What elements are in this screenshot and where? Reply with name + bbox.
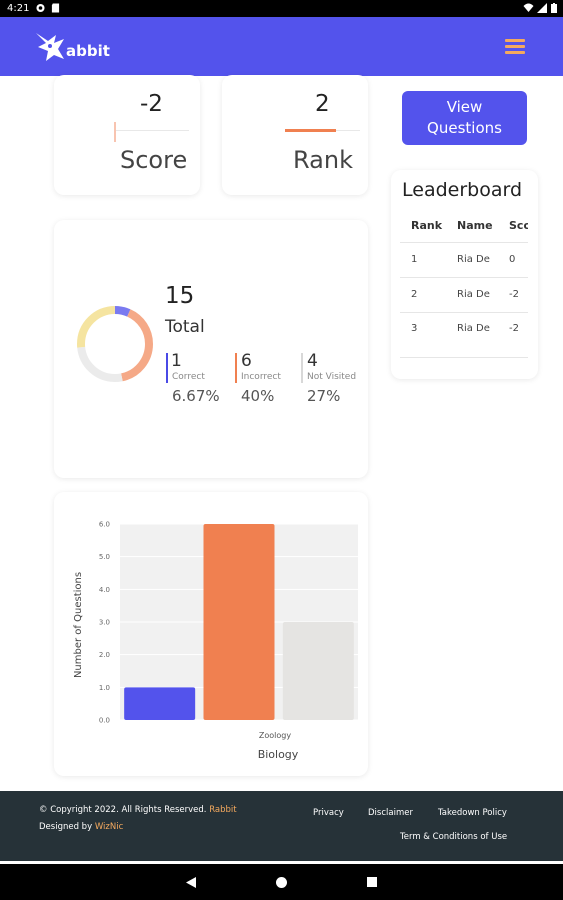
leaderboard-title: Leaderboard <box>402 179 523 201</box>
wifi-icon <box>523 3 534 12</box>
incorrect-count: 6 <box>241 351 252 371</box>
y-tick-label: 3.0 <box>99 619 110 627</box>
not-visited-percent: 27% <box>307 387 341 405</box>
bar-incorrect <box>203 524 275 720</box>
incorrect-percent: 40% <box>241 387 275 405</box>
leaderboard-row-1-score: 0 <box>509 254 516 265</box>
rank-value: 2 <box>315 91 330 117</box>
leaderboard-row-3-score: -2 <box>509 323 519 334</box>
y-tick-label: 6.0 <box>99 521 110 529</box>
correct-color-bar <box>166 353 168 383</box>
total-label: Total <box>165 317 205 337</box>
correct-percent: 6.67% <box>172 387 220 405</box>
leaderboard-row-1-rank: 1 <box>411 254 418 265</box>
correct-label: Correct <box>172 372 205 382</box>
footer-link-terms[interactable]: Term & Conditions of Use <box>400 832 508 842</box>
footer-copyright: © Copyright 2022. All Rights Reserved. R… <box>39 805 237 815</box>
battery-icon <box>551 3 557 13</box>
incorrect-label: Incorrect <box>241 372 281 382</box>
site-footer: © Copyright 2022. All Rights Reserved. R… <box>0 791 563 861</box>
signal-icon <box>537 3 547 13</box>
leaderboard-header-rank: Rank <box>411 219 443 232</box>
x-axis-label: Biology <box>258 748 299 761</box>
leaderboard-divider <box>400 277 528 278</box>
y-tick-label: 1.0 <box>99 684 110 692</box>
donut-segment-incorrect <box>77 306 153 382</box>
leaderboard-header-name: Name <box>457 219 493 232</box>
footer-designed: Designed by WizNic <box>39 822 123 832</box>
home-icon[interactable] <box>276 877 287 888</box>
rabbit-logo-icon[interactable] <box>34 29 114 65</box>
leaderboard-row-2-name: Ria De <box>457 289 490 300</box>
leaderboard-divider <box>400 242 528 243</box>
rank-label: Rank <box>293 146 353 174</box>
recents-icon[interactable] <box>367 877 377 887</box>
incorrect-color-bar <box>235 353 237 383</box>
leaderboard-table: Rank Name Sco 1 Ria De 0 2 Ria De -2 3 R… <box>400 212 528 362</box>
summary-donut-chart <box>77 306 153 382</box>
leaderboard-row-3-name: Ria De <box>457 323 490 334</box>
footer-copyright-text: © Copyright 2022. All Rights Reserved. <box>39 805 207 815</box>
rank-card <box>222 75 368 195</box>
rank-indicator-fill <box>285 129 336 132</box>
score-label: Score <box>120 146 188 174</box>
leaderboard-row-2-rank: 2 <box>411 289 418 300</box>
leaderboard-card <box>391 170 538 379</box>
y-tick-label: 5.0 <box>99 553 110 561</box>
leaderboard-row-3-rank: 3 <box>411 323 418 334</box>
y-tick-label: 4.0 <box>99 586 110 594</box>
not-visited-color-bar <box>301 353 303 383</box>
app-notification-icon <box>36 3 45 13</box>
logo-text: abbit <box>66 42 110 60</box>
leaderboard-header-score: Sco <box>509 219 528 232</box>
bar-correct <box>124 687 196 720</box>
footer-brand-link[interactable]: Rabbit <box>209 805 237 815</box>
footer-link-disclaimer[interactable]: Disclaimer <box>368 808 413 818</box>
y-tick-label: 0.0 <box>99 717 110 725</box>
footer-link-privacy[interactable]: Privacy <box>313 808 344 818</box>
score-indicator-marker <box>114 122 116 142</box>
status-time: 4:21 <box>7 3 30 14</box>
leaderboard-row-2-score: -2 <box>509 289 519 300</box>
system-nav-bar <box>0 864 563 900</box>
status-bar: 4:21 <box>0 0 563 17</box>
app-header: abbit <box>0 17 563 76</box>
back-icon[interactable] <box>186 877 196 888</box>
bar-not-visited <box>282 622 354 720</box>
subject-bar-chart: 0.0 1.0 2.0 3.0 4.0 5.0 6.0 Zoology Biology Numbe… <box>73 521 358 761</box>
score-card <box>54 75 200 195</box>
not-visited-label: Not Visited <box>307 372 357 382</box>
hamburger-menu-icon[interactable] <box>505 39 525 55</box>
view-questions-button[interactable]: View Questions <box>402 91 527 145</box>
sd-card-icon <box>51 3 60 13</box>
footer-designer-link[interactable]: WizNic <box>94 822 124 832</box>
leaderboard-divider <box>400 357 528 358</box>
view-questions-label-line1: View <box>446 98 483 116</box>
footer-link-takedown[interactable]: Takedown Policy <box>438 808 507 818</box>
leaderboard-row-1-name: Ria De <box>457 254 490 265</box>
not-visited-count: 4 <box>307 351 318 371</box>
y-axis-label: Number of Questions <box>73 572 84 678</box>
x-tick-label: Zoology <box>259 731 291 740</box>
y-tick-label: 2.0 <box>99 651 110 659</box>
score-indicator-track <box>114 130 189 131</box>
donut-segment-other <box>77 306 153 382</box>
summary-card <box>54 220 368 478</box>
total-count: 15 <box>165 283 195 309</box>
correct-count: 1 <box>171 351 182 371</box>
leaderboard-divider <box>400 312 528 313</box>
donut-segment-not-visited <box>77 306 153 382</box>
footer-designed-by: Designed by <box>39 822 93 832</box>
score-value: -2 <box>140 91 163 117</box>
view-questions-label-line2: Questions <box>427 119 502 137</box>
